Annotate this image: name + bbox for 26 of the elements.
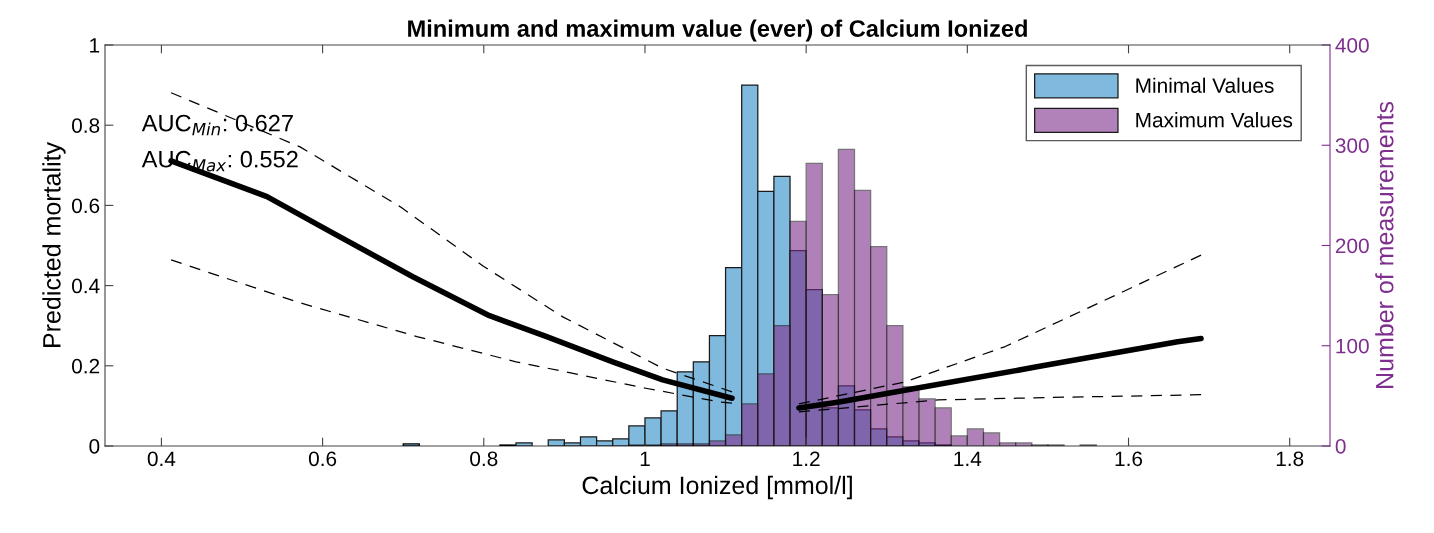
legend-label: Minimal Values	[1136, 77, 1274, 93]
x-tick-label: 0.6	[308, 451, 337, 467]
y-axis-title: Predicted mortality	[42, 142, 66, 347]
y2-tick-label: 200	[1335, 238, 1369, 254]
y2-tick-label: 100	[1336, 338, 1369, 354]
x-tick-label: 1.4	[954, 451, 982, 466]
x-tick-label: 0.8	[470, 451, 498, 467]
y-tick-label: 0	[89, 439, 100, 454]
x-tick-label: 0.4	[147, 451, 176, 467]
x-tick-label: 1.6	[1115, 451, 1143, 467]
y2-tick-label: 300	[1335, 138, 1369, 153]
y-tick-label: 0.8	[71, 118, 100, 133]
y-tick-label: 0.4	[71, 278, 100, 294]
legend-label: Maximum Values	[1136, 112, 1293, 128]
annotation: AUC$_{Min}$: 0.627	[141, 114, 293, 136]
y2-axis-title: Number of measurements	[1375, 101, 1394, 388]
x-tick-label: 1.2	[793, 451, 820, 466]
chart-title: Minimum and maximum value (ever) of Calcium Ionized	[408, 19, 1027, 42]
x-tick-label: 1.8	[1276, 451, 1304, 467]
y-tick-label: 0.6	[71, 198, 100, 214]
y-tick-label: 1	[90, 38, 100, 53]
x-axis-title: Calcium Ionized [mmol/l]	[582, 475, 852, 500]
y2-tick-label: 400	[1335, 38, 1369, 53]
y-tick-label: 0.2	[71, 358, 100, 374]
y2-tick-label: 0	[1335, 439, 1346, 454]
x-tick-label: 1	[640, 451, 650, 466]
